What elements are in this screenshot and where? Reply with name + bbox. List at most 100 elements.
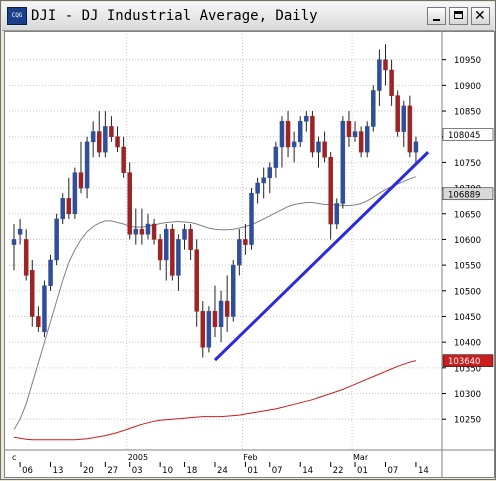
y-tick-label: 10250 [454, 416, 481, 426]
candle-up [60, 198, 65, 220]
candle-down [170, 228, 175, 276]
candle-down [188, 228, 193, 250]
candle-down [224, 300, 230, 317]
candle-down [395, 95, 400, 132]
candle-down [127, 172, 132, 235]
month-label: 2005 [128, 453, 148, 462]
x-tick-label: 20 [83, 466, 94, 476]
y-tick-label: 10550 [454, 262, 481, 272]
x-tick-label: 07 [387, 466, 398, 476]
y-tick-label: 10900 [454, 82, 481, 92]
y-tick-label: 10400 [454, 339, 481, 349]
candle-up [401, 105, 407, 132]
candle-down [358, 131, 364, 153]
candle-down [115, 136, 120, 148]
candle-down [322, 141, 327, 158]
candle-up [413, 141, 419, 153]
y-tick-label: 10850 [454, 108, 481, 118]
candle-up [11, 239, 17, 245]
candle-up [48, 259, 53, 286]
candle-down [212, 311, 218, 327]
candle-up [249, 192, 254, 245]
candle-down [36, 316, 41, 327]
candle-up [255, 182, 260, 194]
candle-up [279, 121, 285, 148]
candle-down [23, 239, 29, 276]
candle-up [182, 228, 187, 240]
x-tick-label: 13 [53, 466, 64, 476]
ma-short-value-label: 106889 [448, 190, 480, 200]
price-chart[interactable]: 10250 10300 10350 10400 10450 10500 10550 10600… [5, 32, 494, 477]
last-price-label: 108045 [448, 131, 480, 141]
x-tick-label: 14 [418, 466, 429, 476]
title-bar[interactable]: CQG DJI - DJ Industrial Average, Daily ✕ [2, 2, 494, 31]
candle-up [267, 167, 273, 179]
x-tick-label: 14 [302, 466, 313, 476]
candle-up [291, 141, 297, 148]
candle-down [194, 249, 199, 312]
candle-up [42, 285, 47, 333]
candle-up [103, 126, 108, 153]
y-tick-label: 10500 [454, 287, 481, 297]
candle-up [206, 311, 212, 348]
candle-up [237, 239, 242, 266]
candle-up [90, 131, 96, 143]
x-tick-label: 07 [272, 466, 283, 476]
candle-down [285, 121, 291, 148]
candle-down [109, 126, 114, 137]
long-moving-average-line [13, 360, 417, 441]
candle-up [133, 228, 139, 235]
candle-up [377, 59, 382, 91]
candle-up [164, 228, 169, 261]
candle-up [297, 121, 303, 143]
candle-up [72, 172, 78, 215]
candle-down [243, 239, 248, 245]
maximize-button[interactable] [449, 7, 468, 25]
x-tick-label: 01 [247, 466, 258, 476]
candle-up [54, 218, 59, 261]
app-icon: CQG [7, 7, 27, 25]
short-moving-average-line [13, 176, 417, 430]
candle-up [84, 141, 90, 189]
x-tick-label: 01 [357, 466, 368, 476]
month-label: Feb [243, 453, 257, 462]
x-tick-label: 03 [132, 466, 143, 476]
support-trendline [213, 151, 430, 362]
candle-down [97, 131, 102, 153]
chart-area[interactable]: 10250 10300 10350 10400 10450 10500 10550 10600… [4, 31, 495, 478]
minimize-icon [433, 19, 440, 21]
candle-up [176, 239, 181, 276]
x-tick-label: 06 [22, 466, 33, 476]
candle-up [316, 141, 321, 153]
candle-down [66, 198, 72, 215]
candle-up [352, 131, 358, 137]
x-tick-label: 18 [187, 466, 198, 476]
close-button[interactable]: ✕ [471, 7, 490, 25]
y-tick-label: 10450 [454, 313, 481, 323]
ma-short-value-label-box [442, 187, 494, 201]
y-tick-label: 10750 [454, 159, 481, 169]
candle-down [328, 157, 333, 225]
candle-up [145, 223, 151, 235]
candle-up [273, 146, 279, 168]
y-tick-label: 10600 [454, 236, 481, 246]
candle-up [230, 264, 236, 317]
minimize-button[interactable] [427, 7, 446, 25]
candle-up [364, 126, 370, 153]
candle-up [17, 228, 23, 235]
candle-down [30, 269, 35, 317]
last-price-label-box [442, 128, 494, 141]
candle-down [157, 239, 163, 261]
candle-up [371, 90, 376, 127]
month-label: c [12, 453, 16, 462]
candle-down [139, 228, 145, 235]
candle-up [340, 121, 346, 204]
close-icon: ✕ [474, 8, 486, 24]
y-tick-label: 10300 [454, 390, 481, 400]
candle-up [261, 177, 266, 184]
x-tick-label: 22 [333, 466, 344, 476]
ma-long-value-label: 103640 [448, 357, 480, 367]
candle-down [151, 223, 157, 240]
candle-down [389, 69, 394, 96]
